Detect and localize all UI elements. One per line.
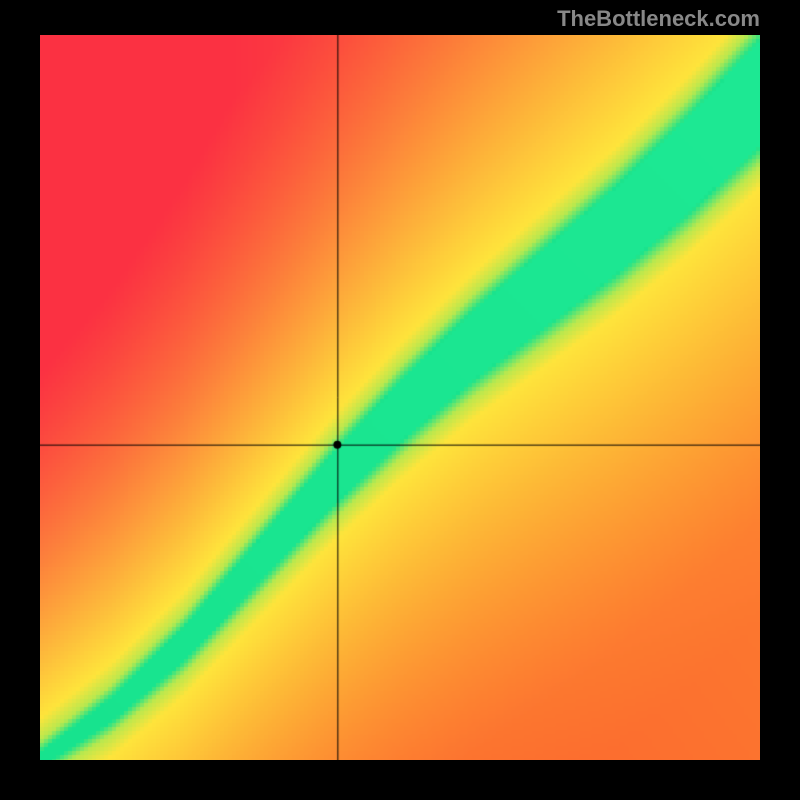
- heatmap-plot: [40, 35, 760, 760]
- chart-container: TheBottleneck.com: [0, 0, 800, 800]
- heatmap-canvas: [40, 35, 760, 760]
- watermark-text: TheBottleneck.com: [557, 6, 760, 32]
